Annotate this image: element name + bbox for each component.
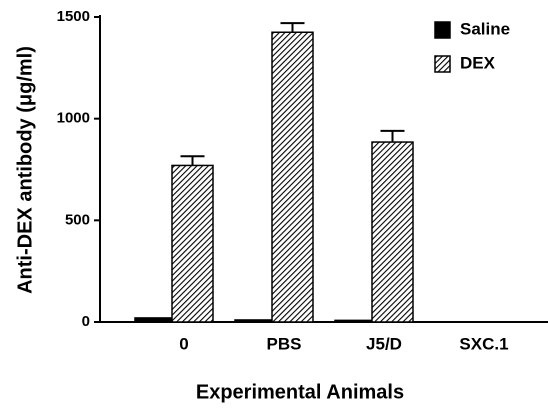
y-tick-label: 1500	[57, 8, 90, 25]
x-tick-label: 0	[179, 334, 188, 353]
bar	[134, 317, 173, 323]
bar	[371, 141, 414, 323]
x-tick-label: J5/D	[366, 334, 402, 353]
legend-label: DEX	[460, 53, 496, 72]
x-axis-title: Experimental Animals	[196, 381, 404, 403]
bar	[171, 164, 214, 323]
error-bar	[380, 129, 405, 143]
error-bar	[280, 22, 305, 33]
y-tick-label: 500	[65, 211, 90, 228]
y-axis-title: Anti-DEX antibody (μg/ml)	[14, 46, 36, 294]
error-bar	[180, 155, 205, 166]
bar	[234, 319, 273, 323]
x-tick-label: SXC.1	[459, 334, 508, 353]
bar	[271, 31, 314, 323]
y-tick-label: 0	[82, 313, 90, 330]
legend-label: Saline	[460, 19, 510, 38]
bar	[334, 319, 373, 323]
x-tick-label: PBS	[267, 334, 302, 353]
legend-swatch	[434, 21, 451, 39]
legend-swatch	[434, 55, 451, 73]
y-tick-label: 1000	[57, 110, 90, 127]
